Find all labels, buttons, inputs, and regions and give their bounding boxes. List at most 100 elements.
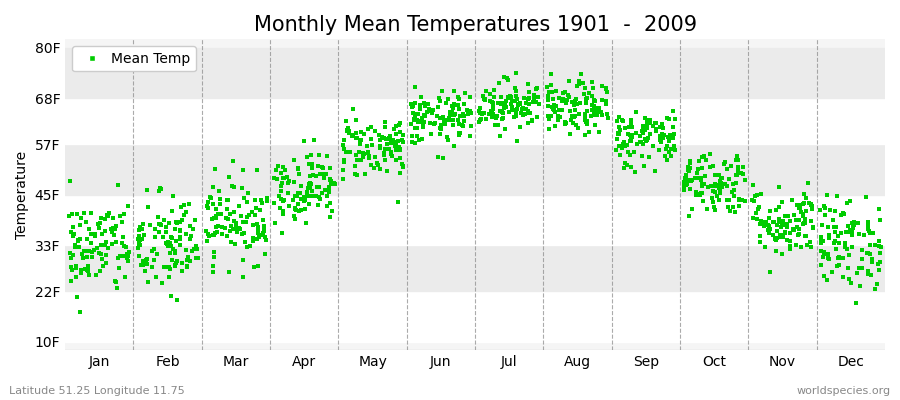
Point bbox=[66, 223, 80, 230]
Point bbox=[145, 264, 159, 270]
Point bbox=[411, 137, 426, 143]
Point bbox=[783, 230, 797, 236]
Point bbox=[73, 236, 87, 242]
Point bbox=[634, 153, 649, 159]
Point bbox=[544, 71, 559, 78]
Point bbox=[679, 179, 693, 185]
Point bbox=[304, 152, 319, 158]
Point bbox=[573, 70, 588, 77]
Point bbox=[291, 166, 305, 172]
Point bbox=[433, 97, 447, 104]
Point bbox=[849, 300, 863, 306]
Point bbox=[246, 235, 260, 242]
Point bbox=[804, 202, 818, 208]
Point bbox=[762, 225, 777, 232]
Point bbox=[558, 89, 572, 96]
Point bbox=[495, 100, 509, 106]
Point bbox=[711, 185, 725, 191]
Point bbox=[595, 83, 609, 89]
Point bbox=[415, 119, 429, 126]
Point bbox=[387, 138, 401, 145]
Point bbox=[717, 159, 732, 165]
Point bbox=[513, 101, 527, 107]
Point bbox=[229, 241, 243, 247]
Point bbox=[408, 113, 422, 119]
Point bbox=[872, 206, 886, 212]
Point bbox=[753, 232, 768, 239]
Point bbox=[68, 265, 83, 272]
Point bbox=[758, 244, 772, 250]
Point bbox=[700, 206, 715, 212]
Point bbox=[188, 242, 202, 249]
Point bbox=[186, 226, 201, 232]
Point bbox=[617, 125, 632, 132]
Point bbox=[379, 136, 393, 142]
Point bbox=[525, 117, 539, 123]
Point bbox=[638, 138, 652, 144]
Bar bbox=[65, 144, 885, 195]
Point bbox=[472, 104, 487, 111]
Point bbox=[131, 233, 146, 240]
Point bbox=[454, 122, 469, 128]
Point bbox=[159, 239, 174, 246]
Point bbox=[421, 100, 436, 107]
Point bbox=[713, 179, 727, 185]
Point bbox=[746, 215, 760, 222]
Point bbox=[570, 100, 584, 107]
Point bbox=[110, 285, 124, 291]
Point bbox=[817, 249, 832, 256]
Point bbox=[729, 180, 743, 186]
Point bbox=[373, 145, 387, 152]
Point bbox=[69, 263, 84, 269]
Point bbox=[270, 176, 284, 182]
Point bbox=[406, 102, 420, 109]
Point bbox=[723, 208, 737, 214]
Point bbox=[116, 253, 130, 259]
Point bbox=[776, 218, 790, 224]
Point bbox=[105, 228, 120, 234]
Point bbox=[109, 223, 123, 229]
Point bbox=[770, 206, 784, 213]
Point bbox=[745, 182, 760, 188]
Point bbox=[67, 231, 81, 237]
Point bbox=[572, 78, 587, 84]
Point bbox=[488, 122, 502, 128]
Point bbox=[423, 120, 437, 127]
Point bbox=[845, 232, 859, 238]
Point bbox=[612, 114, 626, 120]
Point bbox=[173, 228, 187, 234]
Point bbox=[382, 135, 396, 141]
Point bbox=[190, 246, 204, 252]
Point bbox=[237, 274, 251, 281]
Point bbox=[790, 202, 805, 208]
Point bbox=[205, 263, 220, 270]
Point bbox=[804, 244, 818, 250]
Point bbox=[98, 216, 112, 222]
Point bbox=[418, 113, 433, 120]
Point bbox=[170, 297, 184, 304]
Point bbox=[477, 96, 491, 102]
Point bbox=[297, 206, 311, 212]
Point bbox=[555, 107, 570, 114]
Point bbox=[680, 172, 694, 178]
Point bbox=[779, 221, 794, 228]
Point bbox=[845, 244, 859, 250]
Point bbox=[206, 232, 220, 238]
Point bbox=[291, 165, 305, 171]
Point bbox=[747, 198, 761, 204]
Point bbox=[316, 165, 330, 171]
Point bbox=[253, 206, 267, 213]
Point bbox=[460, 107, 474, 114]
Point bbox=[275, 164, 290, 170]
Point bbox=[201, 231, 215, 237]
Point bbox=[209, 213, 223, 220]
Point bbox=[796, 191, 811, 198]
Point bbox=[388, 143, 402, 149]
Point bbox=[798, 195, 813, 201]
Point bbox=[865, 258, 879, 265]
Point bbox=[391, 199, 405, 205]
Point bbox=[697, 153, 711, 160]
Point bbox=[313, 170, 328, 177]
Point bbox=[789, 242, 804, 248]
Point bbox=[844, 229, 859, 236]
